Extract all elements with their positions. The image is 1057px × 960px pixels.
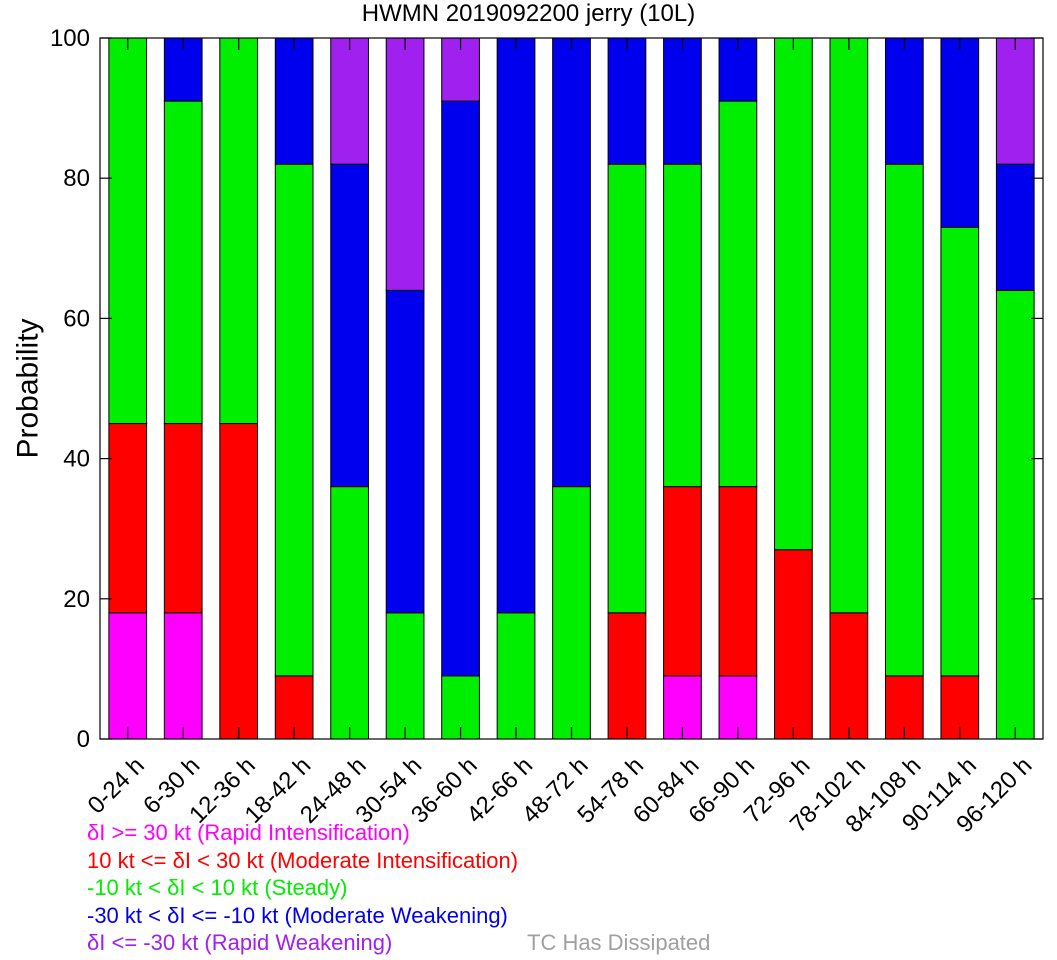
bar-segment [774, 549, 813, 740]
bar-segment [607, 163, 647, 614]
bar-segment [330, 163, 369, 488]
legend-entry: δI >= 30 kt (Rapid Intensification) [87, 820, 410, 845]
bar-segment [829, 612, 869, 740]
bar-segment [108, 423, 148, 614]
y-tick-label: 40 [63, 446, 90, 473]
bar-segment [330, 486, 369, 740]
bar-segment [274, 163, 314, 677]
bar-segment [274, 37, 314, 165]
x-tick-label: 0-24 h [83, 752, 150, 819]
chart-title: HWMN 2019092200 jerry (10L) [361, 0, 696, 27]
bar-segment [607, 37, 647, 165]
y-tick-label: 20 [63, 586, 90, 613]
bar-segment [884, 163, 924, 677]
bar-segment [108, 612, 148, 740]
y-tick-label: 80 [63, 165, 90, 192]
bar-segment [995, 289, 1035, 740]
bar-segment [940, 37, 980, 228]
y-tick-label: 60 [63, 305, 90, 332]
bar-segment [718, 100, 758, 488]
bar-segment [441, 37, 480, 102]
bar-segment [163, 100, 203, 425]
bar-segment [219, 37, 259, 425]
bar-segment [163, 612, 203, 740]
y-axis-label: Probability [12, 318, 45, 458]
bar-segment [718, 486, 758, 677]
bar-segment [663, 37, 702, 165]
legend-entry: δI <= -30 kt (Rapid Weakening) [87, 930, 393, 955]
bar-segment [774, 37, 813, 551]
bar-segment [496, 37, 536, 614]
legend-tc-dissipated: TC Has Dissipated [527, 930, 711, 955]
bar-segment [552, 486, 591, 740]
bar-segment [884, 37, 924, 165]
axes-layer [99, 37, 1044, 740]
bar-segment [163, 423, 203, 614]
bar-segment [330, 37, 369, 165]
bar-segment [219, 423, 259, 740]
bar-segment [995, 37, 1035, 165]
y-tick-label: 0 [77, 726, 90, 753]
bar-segment [385, 37, 425, 291]
legend-entry: -10 kt < δI < 10 kt (Steady) [87, 875, 348, 900]
legend-entry: -30 kt < δI <= -10 kt (Moderate Weakenin… [87, 902, 508, 928]
bar-segment [385, 289, 425, 614]
y-tick-label: 100 [50, 25, 90, 52]
legend-entry: 10 kt <= δI < 30 kt (Moderate Intensific… [87, 847, 519, 873]
bar-segment [385, 612, 425, 740]
bar-segment [496, 612, 536, 740]
bar-segment [829, 37, 869, 614]
bar-segment [441, 100, 480, 677]
bar-segment [995, 163, 1035, 291]
bar-segment [552, 37, 591, 488]
bar-segment [663, 486, 702, 677]
bar-segment [663, 163, 702, 488]
bar-segment [940, 226, 980, 677]
bar-segment [108, 37, 148, 425]
bar-segment [607, 612, 647, 740]
bars-layer [108, 37, 1035, 740]
